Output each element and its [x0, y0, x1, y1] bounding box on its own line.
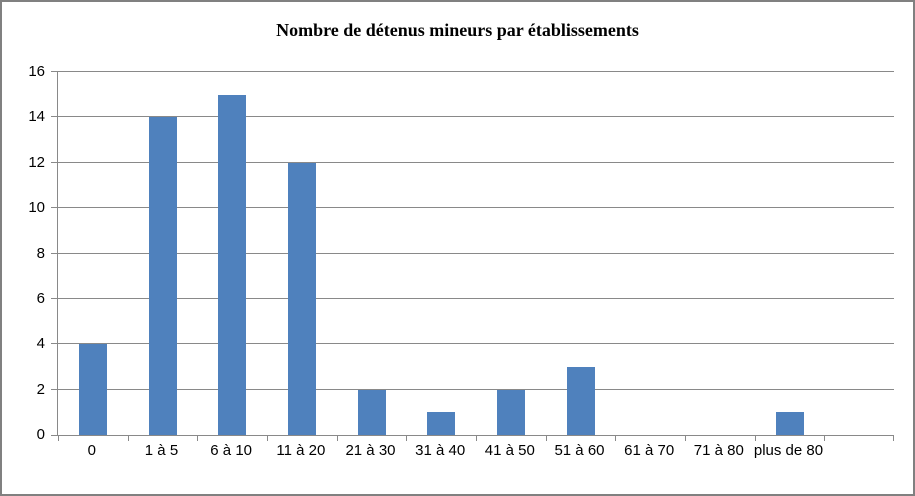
y-axis-tick-label: 8 [36, 244, 45, 262]
y-axis-tick [51, 161, 58, 163]
gridline [58, 207, 894, 209]
y-axis-tick [51, 297, 58, 299]
plot-area [51, 71, 894, 441]
y-axis-tick-label: 6 [36, 289, 45, 307]
y-axis-tick [51, 388, 58, 390]
x-axis-tick [685, 435, 686, 441]
y-axis-tick-label: 10 [28, 199, 45, 217]
gridline [58, 343, 894, 345]
y-axis-tick [51, 343, 58, 345]
gridline [58, 71, 894, 72]
x-axis-tick-label: 11 à 20 [276, 442, 326, 459]
chart-title: Nombre de détenus mineurs par établissem… [276, 20, 639, 40]
bar [427, 412, 456, 435]
x-axis-tick [893, 435, 894, 441]
gridline [58, 297, 894, 299]
y-axis-tick [51, 207, 58, 209]
y-axis-tick [51, 252, 58, 254]
x-axis-tick [58, 435, 59, 441]
gridline [58, 161, 894, 163]
x-axis-tick [615, 435, 616, 441]
y-axis-tick [51, 71, 58, 72]
y-axis-tick [51, 116, 58, 118]
gridline [58, 388, 894, 390]
y-axis-tick-label: 16 [28, 63, 45, 80]
x-axis-tick-label: 61 à 70 [624, 442, 675, 459]
y-axis-tick-label: 2 [36, 380, 45, 398]
x-axis-tick-label: 6 à 10 [210, 442, 253, 459]
y-axis-tick-label: 0 [36, 426, 45, 443]
x-axis-tick [128, 435, 129, 441]
x-axis-tick-label: 0 [87, 442, 96, 459]
x-axis-tick-label: 41 à 50 [484, 442, 535, 459]
x-axis-tick [267, 435, 268, 441]
y-axis-labels: 0 2 4 6 8 10 12 14 16 [2, 63, 48, 443]
x-axis-tick-label: 51 à 60 [554, 442, 605, 459]
bar [148, 117, 177, 435]
x-axis-labels: 0 1 à 5 6 à 10 11 à 20 21 à 30 31 à 40 41 à 50… [57, 442, 893, 482]
gridline [58, 252, 894, 254]
y-axis-tick-label: 14 [28, 108, 45, 126]
x-axis-tick-label: 21 à 30 [345, 442, 396, 459]
y-axis-tick [51, 435, 58, 436]
y-axis-tick-label: 12 [28, 153, 45, 171]
x-axis-tick [824, 435, 825, 441]
bar [78, 344, 107, 435]
y-axis-tick-label: 4 [36, 335, 45, 353]
x-axis-tick-label: plus de 80 [753, 442, 824, 459]
x-axis-tick-label: 31 à 40 [415, 442, 466, 459]
x-axis-tick [197, 435, 198, 441]
bar [357, 389, 386, 435]
gridline [58, 116, 894, 118]
bar [775, 412, 804, 435]
x-axis-tick [337, 435, 338, 441]
x-axis-tick [546, 435, 547, 441]
bar [287, 162, 316, 435]
bar [496, 389, 525, 435]
x-axis-tick-label: 71 à 80 [693, 442, 744, 459]
bar [566, 366, 595, 435]
bar [218, 94, 247, 435]
x-axis-tick [476, 435, 477, 441]
x-axis-tick [406, 435, 407, 441]
x-axis-tick [755, 435, 756, 441]
x-axis-tick-label: 1 à 5 [144, 442, 179, 459]
